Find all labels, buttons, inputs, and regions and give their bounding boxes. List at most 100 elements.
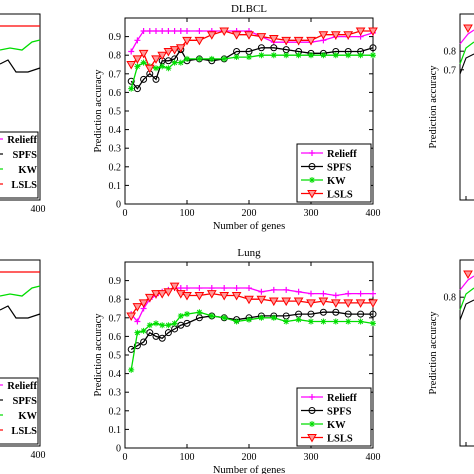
data-point — [163, 47, 174, 57]
data-point — [138, 299, 149, 308]
legend-entry: KW — [18, 165, 37, 176]
chart-lung: Lung 0 100 200 300 400 0 0.1 0.2 0.3 0.4 0.5 0.6 0.7 0… — [93, 247, 381, 474]
legend-marker — [307, 190, 317, 199]
data-point — [177, 28, 184, 35]
data-point — [258, 288, 265, 295]
y-tick-label: 0.9 — [109, 32, 122, 43]
y-axis-title: Prediction accuracy — [93, 69, 104, 153]
series-line — [459, 41, 474, 65]
y-tick-label: 0.8 — [444, 293, 457, 304]
series-kw — [128, 309, 376, 373]
data-point — [283, 286, 290, 293]
x-tick-label: 100 — [180, 452, 195, 463]
legend-entry: SPFS — [12, 396, 37, 407]
data-point — [146, 329, 154, 337]
data-point — [133, 85, 141, 93]
data-point — [319, 308, 327, 316]
series-lsls — [126, 27, 378, 74]
partial-left-panel: 400 Relieff SPFS KW LSLS — [0, 13, 46, 215]
y-tick-label: 0.2 — [109, 406, 122, 417]
data-point — [268, 297, 279, 307]
data-point — [126, 312, 137, 321]
legend: Relieff SPFS KW LSLS — [0, 131, 39, 199]
data-point — [175, 44, 186, 53]
partial-right-panel: Prediction accuracy 0.8 0.7 — [428, 13, 474, 201]
y-tick-label: 0.4 — [109, 125, 122, 136]
partial-right-panel: Prediction accuracy 0.8 — [428, 259, 474, 447]
data-point — [357, 290, 364, 297]
legend-entry: SPFS — [12, 150, 37, 161]
data-point — [332, 52, 339, 59]
data-point — [330, 299, 341, 308]
data-point — [126, 61, 137, 70]
x-tick-label: 300 — [304, 452, 319, 463]
data-point — [270, 286, 277, 293]
data-point — [206, 31, 217, 40]
data-point — [244, 31, 254, 40]
data-point — [320, 318, 327, 325]
data-point — [177, 312, 184, 319]
legend: Relieff SPFS KW LSLS — [296, 143, 372, 203]
y-axis-title: Prediction accuracy — [428, 311, 439, 395]
data-point — [171, 28, 178, 35]
legend-entry: Relieff — [327, 393, 357, 404]
data-point — [208, 312, 215, 319]
data-point — [133, 342, 141, 350]
data-point — [257, 44, 265, 52]
data-point — [281, 36, 292, 46]
data-point — [177, 321, 185, 329]
data-point — [320, 290, 327, 297]
data-point — [246, 54, 252, 61]
y-tick-label: 0.8 — [109, 295, 122, 306]
data-point — [246, 316, 252, 323]
legend-marker — [308, 407, 316, 414]
data-point — [463, 270, 473, 280]
data-point — [159, 322, 166, 329]
y-tick-label: 0.2 — [109, 162, 122, 173]
data-point — [194, 291, 205, 301]
y-tick-label: 0.1 — [109, 425, 122, 436]
data-point — [164, 57, 172, 65]
data-point — [295, 288, 302, 295]
chart-dlbcl: DLBCL 0 100 200 300 400 0 0.1 0.2 0.3 0.4 0.5 0.6 0.7… — [93, 3, 381, 232]
data-point — [132, 303, 143, 312]
data-point — [140, 75, 148, 83]
data-point — [463, 24, 473, 34]
data-point — [128, 48, 135, 55]
series-line — [459, 29, 474, 45]
data-point — [153, 65, 159, 72]
data-point — [370, 52, 376, 59]
chart-title: DLBCL — [231, 3, 267, 15]
legend-entry: LSLS — [327, 189, 353, 200]
y-tick-label: 0.3 — [109, 144, 122, 155]
data-point — [370, 320, 376, 327]
legend-entry: LSLS — [11, 426, 37, 437]
series-line — [459, 299, 474, 321]
data-point — [221, 314, 228, 321]
y-tick-label: 0 — [116, 444, 121, 455]
x-axis-title: Number of genes — [213, 465, 285, 474]
series-line — [459, 275, 474, 291]
plot-frame — [0, 259, 41, 447]
data-point — [283, 52, 290, 59]
y-axis-title: Prediction accuracy — [428, 65, 439, 149]
data-point — [308, 318, 314, 325]
data-point — [184, 55, 190, 62]
data-point — [164, 329, 172, 337]
data-point — [258, 314, 265, 321]
y-tick-label: 0.7 — [109, 69, 122, 80]
data-point — [138, 49, 149, 59]
y-tick-label: 0.5 — [109, 107, 122, 118]
data-point — [165, 28, 172, 35]
data-point — [128, 85, 135, 92]
x-tick-label: 400 — [31, 204, 46, 215]
legend-entry: KW — [18, 411, 37, 422]
data-point — [128, 366, 135, 373]
data-point — [134, 318, 141, 325]
x-tick-label: 400 — [31, 450, 46, 461]
data-point — [196, 309, 203, 316]
data-point — [357, 52, 364, 59]
legend-box — [0, 377, 39, 445]
legend-marker — [309, 421, 315, 427]
